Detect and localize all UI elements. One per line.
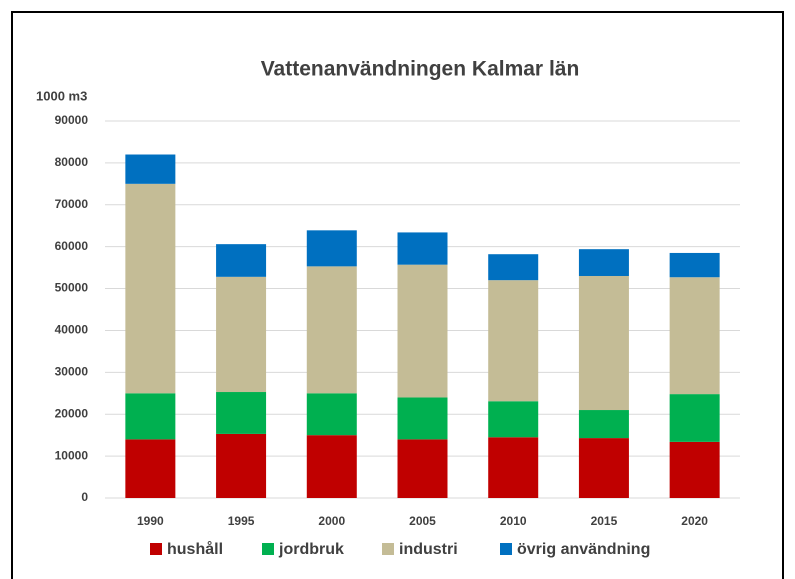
bar-segment	[578, 249, 629, 276]
bar-segment	[397, 232, 448, 265]
bar-segment	[125, 393, 176, 440]
x-tick-label: 2010	[500, 514, 527, 528]
legend-swatch	[262, 543, 274, 555]
bar-segment	[669, 441, 720, 498]
y-tick-label: 0	[81, 490, 88, 504]
bar-segment	[306, 266, 357, 394]
bar-segment	[306, 230, 357, 267]
legend-swatch	[382, 543, 394, 555]
bar-segment	[578, 410, 629, 439]
legend-swatch	[150, 543, 162, 555]
legend-swatch	[500, 543, 512, 555]
bar-segment	[306, 393, 357, 436]
y-tick-label: 90000	[55, 113, 89, 127]
legend-label: hushåll	[167, 540, 223, 558]
bar-segment	[216, 244, 267, 277]
bar-segment	[488, 401, 539, 438]
y-tick-label: 60000	[55, 239, 89, 253]
bar-segment	[216, 392, 267, 434]
bar-segment	[397, 439, 448, 498]
bar-segment	[125, 439, 176, 498]
y-tick-label: 70000	[55, 197, 89, 211]
bar-segment	[397, 397, 448, 440]
x-tick-label: 2020	[681, 514, 708, 528]
y-axis-label: 1000 m3	[36, 88, 87, 103]
x-tick-label: 2015	[591, 514, 618, 528]
y-tick-label: 20000	[55, 406, 89, 420]
y-tick-label: 30000	[55, 365, 89, 379]
bar-segment	[578, 275, 629, 411]
bar-segment	[216, 433, 267, 498]
bar-segment	[488, 280, 539, 402]
bar-segment	[669, 277, 720, 395]
bar-segment	[216, 276, 267, 393]
y-tick-label: 80000	[55, 155, 89, 169]
x-tick-label: 2005	[409, 514, 436, 528]
bar-segment	[488, 254, 539, 281]
legend-label: övrig användning	[517, 541, 650, 558]
bar-segment	[669, 252, 720, 278]
bar-segment	[578, 438, 629, 498]
bar-segment	[488, 437, 539, 498]
bar-segment	[125, 154, 176, 184]
chart-title: Vattenanvändningen Kalmar län	[261, 58, 580, 81]
y-tick-label: 50000	[55, 281, 89, 295]
x-tick-label: 1995	[228, 514, 255, 528]
y-tick-label: 10000	[55, 448, 89, 462]
y-tick-label: 40000	[55, 323, 89, 337]
x-tick-label: 1990	[137, 514, 164, 528]
legend-label: jordbruk	[278, 541, 344, 558]
bar-segment	[397, 264, 448, 398]
bar-segment	[669, 394, 720, 442]
legend-label: industri	[399, 541, 458, 558]
x-tick-label: 2000	[318, 514, 345, 528]
bar-segment	[306, 435, 357, 498]
bar-segment	[125, 183, 176, 394]
